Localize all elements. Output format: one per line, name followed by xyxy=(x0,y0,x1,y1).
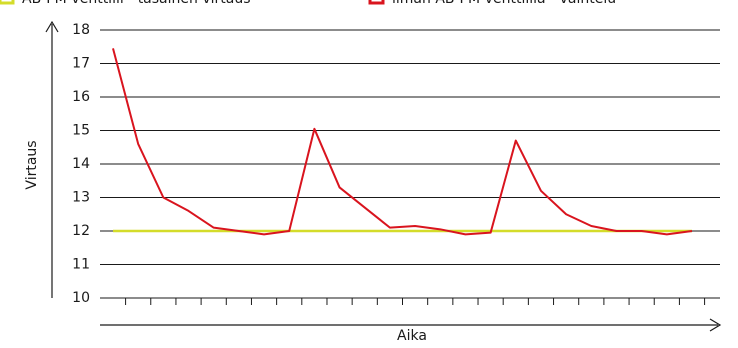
y-axis-label: Virtaus xyxy=(24,140,40,189)
y-tick-label: 17 xyxy=(72,56,90,72)
y-tick-label: 18 xyxy=(72,22,90,38)
y-tick-label: 16 xyxy=(72,89,90,105)
x-axis-arrow xyxy=(709,318,722,332)
x-axis-label: Aika xyxy=(397,328,427,344)
y-tick-label: 11 xyxy=(72,257,90,273)
legend-swatch xyxy=(368,0,385,5)
y-tick-label: 14 xyxy=(72,156,90,172)
y-tick-label: 13 xyxy=(72,190,90,206)
legend-label: ilman AB-PM-venttiiliä - vaihtelu xyxy=(392,0,616,7)
y-tick-label: 12 xyxy=(72,223,90,239)
y-axis-arrow xyxy=(45,20,59,33)
series-line xyxy=(112,48,693,236)
y-tick-label: 15 xyxy=(72,123,90,139)
legend-label: AB-PM-venttiili - tasainen virtaus xyxy=(22,0,251,7)
y-tick-label: 10 xyxy=(72,290,90,306)
legend-swatch xyxy=(0,0,15,5)
